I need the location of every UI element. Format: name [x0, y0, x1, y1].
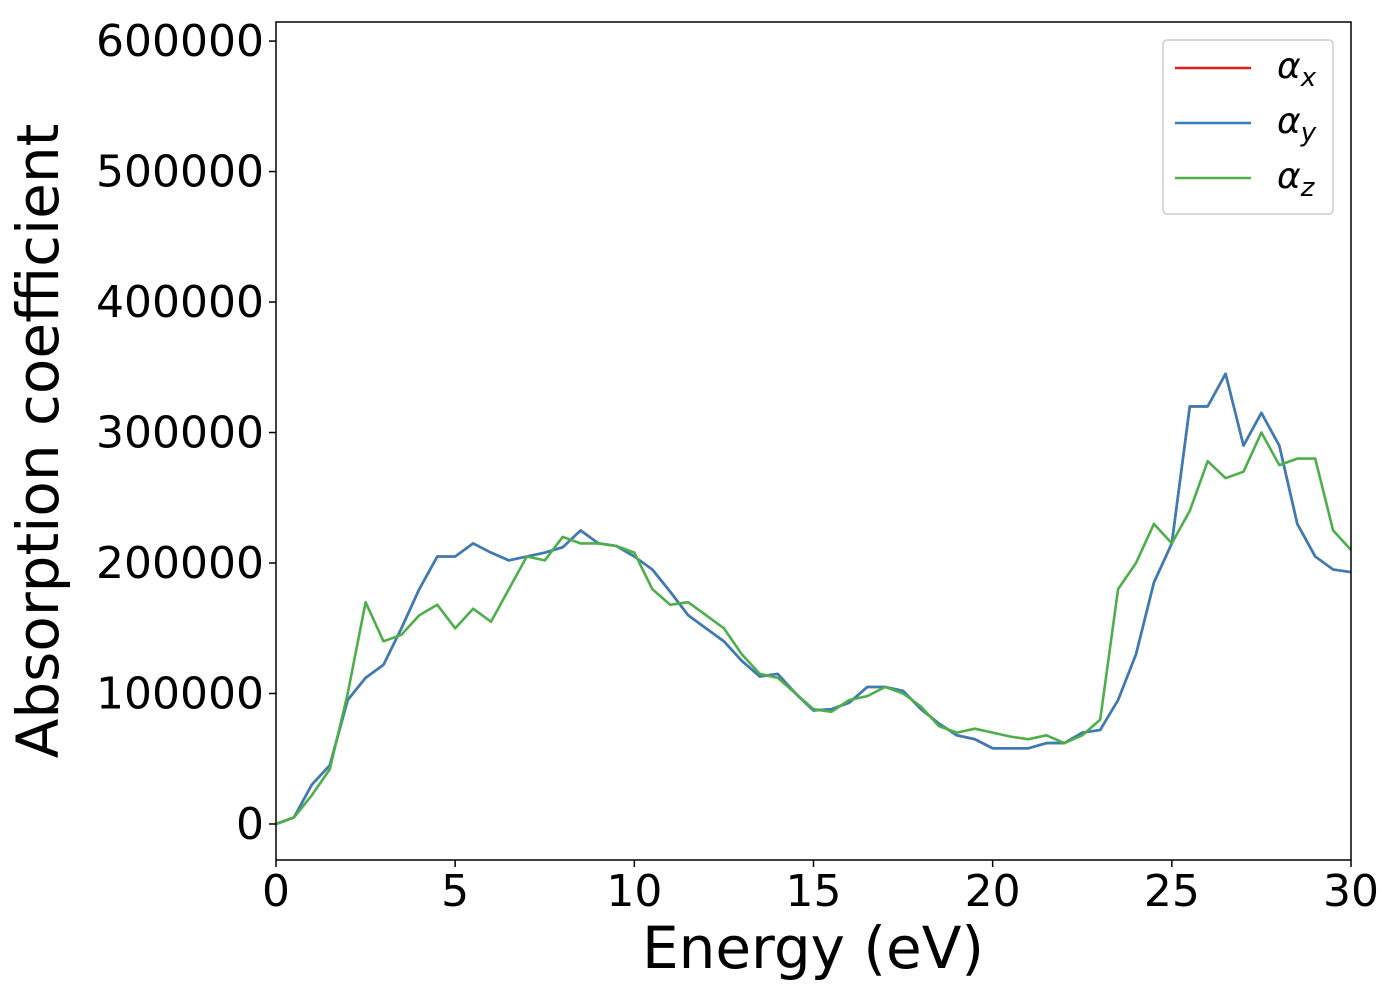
x-axis-label: Energy (eV) [642, 914, 984, 982]
y-tick-label: 400000 [96, 277, 264, 328]
legend-box [1162, 39, 1334, 215]
x-tick-label: 15 [786, 866, 842, 917]
y-axis-label: Absorption coefficient [4, 124, 72, 759]
legend-label: αz [1277, 156, 1316, 203]
data-line [275, 372, 1352, 826]
y-tick-label: 600000 [96, 16, 264, 67]
y-tick-label: 300000 [96, 408, 264, 459]
x-tick-label: 20 [965, 866, 1021, 917]
data-line [275, 372, 1352, 826]
x-tick-label: 30 [1323, 866, 1379, 917]
data-line [275, 431, 1352, 826]
legend-label: αy [1277, 101, 1317, 148]
y-tick-label: 100000 [96, 668, 264, 719]
x-tick-label: 25 [1144, 866, 1200, 917]
legend-label: αx [1277, 46, 1317, 93]
x-tick-label: 0 [262, 866, 290, 917]
x-tick-label: 5 [441, 866, 469, 917]
plot-frame [275, 21, 1352, 861]
y-tick-label: 500000 [96, 147, 264, 198]
x-tick-label: 10 [606, 866, 662, 917]
y-tick-label: 0 [236, 799, 264, 850]
y-tick-label: 200000 [96, 538, 264, 589]
